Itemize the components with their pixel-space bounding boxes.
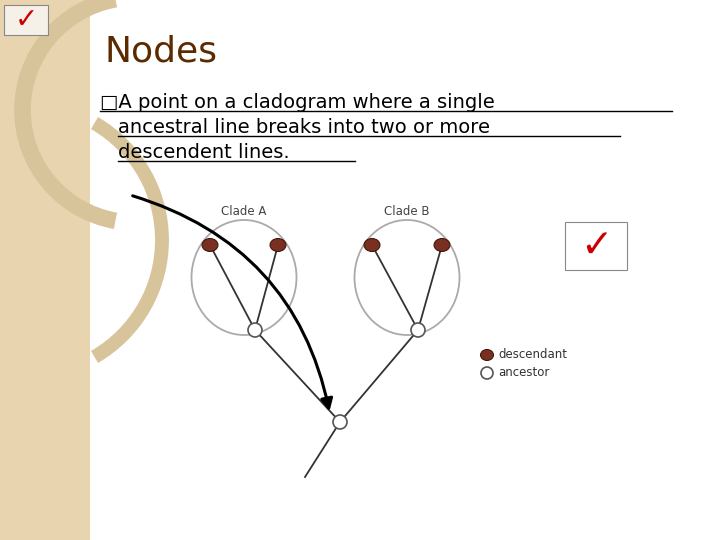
Ellipse shape — [364, 239, 380, 252]
Text: ✓: ✓ — [580, 227, 612, 265]
Circle shape — [333, 415, 347, 429]
FancyBboxPatch shape — [4, 5, 48, 35]
Text: Clade B: Clade B — [384, 205, 430, 218]
Ellipse shape — [480, 349, 493, 361]
Text: descendent lines.: descendent lines. — [118, 143, 289, 162]
Ellipse shape — [434, 239, 450, 252]
Text: ancestral line breaks into two or more: ancestral line breaks into two or more — [118, 118, 490, 137]
Text: ✓: ✓ — [14, 6, 37, 34]
Text: Nodes: Nodes — [105, 35, 218, 69]
Text: descendant: descendant — [498, 348, 567, 361]
Text: ancestor: ancestor — [498, 367, 549, 380]
Text: □A point on a cladogram where a single: □A point on a cladogram where a single — [100, 93, 495, 112]
Circle shape — [481, 367, 493, 379]
Bar — [0, 0, 90, 540]
Circle shape — [248, 323, 262, 337]
FancyBboxPatch shape — [565, 222, 627, 270]
Text: Clade A: Clade A — [221, 205, 266, 218]
Ellipse shape — [270, 239, 286, 252]
Ellipse shape — [202, 239, 218, 252]
Circle shape — [411, 323, 425, 337]
